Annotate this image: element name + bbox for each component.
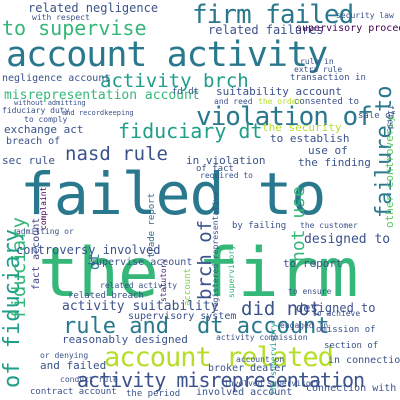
word-or-denying: or denying xyxy=(40,351,89,360)
word-designed-to-2: designed to xyxy=(296,301,376,315)
word-transaction-in: transaction in xyxy=(290,73,366,83)
word-other-controversy: other controversy xyxy=(383,115,396,228)
word-the-finding: the finding xyxy=(298,156,371,169)
word-sale-of: sale of xyxy=(358,111,396,121)
word-engaged-in: engaged in xyxy=(280,321,329,330)
word-the-order: the order xyxy=(258,97,302,106)
word-the-customer: the customer xyxy=(300,221,358,230)
word-account-on: account on xyxy=(236,355,285,364)
word-fd-dt: fd dt xyxy=(172,87,200,97)
word-supervise-account: supervise account xyxy=(90,257,193,268)
word-use-of: use of xyxy=(308,144,348,157)
word-rule-in: rule in xyxy=(300,57,334,66)
word-to-establish: to establish xyxy=(270,132,350,145)
word-failed-to: failed to xyxy=(20,160,326,228)
word-fiduciary-duty: fiduciary duty xyxy=(2,106,70,115)
word-related-activity: related activity xyxy=(100,281,178,290)
word-suitability-account: suitability account xyxy=(216,85,342,98)
word-the-security: the security xyxy=(262,121,342,134)
word-to-report: to report xyxy=(283,257,343,270)
word-contract-account: contract account xyxy=(30,387,117,397)
word-to-supervise: to supervise xyxy=(2,16,147,40)
word-activity-misrepresentation: activity misrepresentation xyxy=(77,368,365,392)
word-activity-brch: activity brch xyxy=(100,70,249,92)
word-related-failures: related failures xyxy=(208,23,324,37)
word-supervisory-system: supervisory system xyxy=(128,311,237,322)
word-activity-commission: activity commission xyxy=(216,333,308,342)
word-in-connection: in connection xyxy=(328,355,400,366)
word-fiduciary-dt: fiduciary dt xyxy=(118,119,263,143)
word-supervisory-procedure: supervisory procedure xyxy=(296,23,400,34)
word-by-failing: by failing xyxy=(232,221,287,231)
word-and-recordkeeping: and recordkeeping xyxy=(62,109,134,117)
word-broker-dealer: broker dealer xyxy=(208,363,287,374)
word-dt-account: dt account xyxy=(197,314,330,339)
word-misrepresentation-account: misrepresentation account xyxy=(4,88,200,103)
word-registered-representative: registered representative xyxy=(211,191,220,312)
word-violation-of: violation of xyxy=(196,102,373,132)
word-nasd-rule: nasd rule xyxy=(65,143,168,165)
word-controversy-involved: controversy involved xyxy=(16,243,161,257)
word-consented-to: consented to xyxy=(294,97,360,107)
word-omission-of: omission of xyxy=(316,325,376,335)
word-related-breach: related breach xyxy=(68,291,144,301)
word-account-activity: account activity xyxy=(6,35,328,75)
word-to-comply: to comply xyxy=(24,115,68,124)
word-sec-rule: sec rule xyxy=(2,154,55,167)
word-security-law: security law xyxy=(336,11,394,20)
word-complaint: complaint xyxy=(39,186,48,230)
word-and-failed: and failed xyxy=(40,359,107,372)
word-reasonably-designed: reasonably designed xyxy=(62,333,188,346)
word-conduct-rule: conduct rule xyxy=(60,375,118,384)
word-rule-and: rule and xyxy=(63,314,169,339)
word-to-achieve: to achieve xyxy=(312,309,361,318)
word-negligence-account: negligence account xyxy=(2,73,111,84)
word-exchange-act: exchange act xyxy=(4,123,84,136)
word-firm-failed: firm failed xyxy=(192,0,354,30)
word-admitting-or: admitting or xyxy=(16,227,74,236)
word-extra-rule: extra rule xyxy=(294,65,343,74)
word-account-related: account related xyxy=(104,342,334,373)
word-breach-of: breach of xyxy=(6,136,61,147)
word-to-ensure: to ensure xyxy=(288,287,332,296)
word-with-respect: with respect xyxy=(32,13,90,22)
word-involved-account: involved account xyxy=(196,387,293,398)
word-involved-supervisory: involved supervisory xyxy=(224,379,321,388)
word-the-firm: the firm xyxy=(38,234,359,313)
word-in-violation: in violation xyxy=(186,154,266,167)
word-the-period: the period xyxy=(126,389,181,399)
word-without-admitting: without admitting xyxy=(14,99,86,107)
word-section-of: section of xyxy=(324,341,379,351)
word-did-not: did not xyxy=(241,298,322,320)
word-related-negligence: related negligence xyxy=(28,1,159,15)
word-designed-to: designed to xyxy=(304,232,391,247)
word-activity-suitability: activity suitability xyxy=(62,299,219,314)
word-supervisory-v: supervisory xyxy=(227,245,236,298)
word-and-reed: and reed xyxy=(214,97,253,106)
word-connection-with: connection with xyxy=(306,383,397,394)
word-of-fact: of fact xyxy=(196,164,234,174)
word-required-to: required to xyxy=(200,171,253,180)
